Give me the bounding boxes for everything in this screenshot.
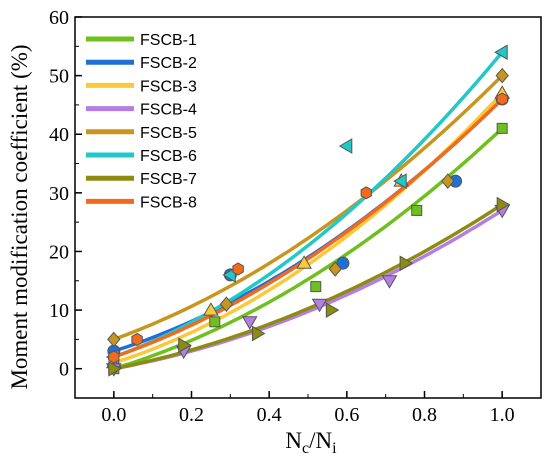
data-point-fscb-8 xyxy=(360,186,372,200)
fit-line-fscb-8 xyxy=(112,97,504,359)
legend-label-fscb-8: FSCB-8 xyxy=(140,194,197,211)
data-point-fscb-1 xyxy=(209,316,221,328)
y-tick-label: 10 xyxy=(49,300,69,322)
data-point-fscb-5 xyxy=(107,331,121,348)
data-point-fscb-6 xyxy=(393,173,407,189)
data-point-fscb-1 xyxy=(496,122,508,134)
x-axis-title-sub-i: i xyxy=(332,440,337,457)
y-tick-label: 50 xyxy=(49,66,69,88)
data-point-fscb-5 xyxy=(441,173,455,189)
legend: FSCB-1 FSCB-2 FSCB-3 FSCB-4 FSCB-5 FSCB-6 FSCB… xyxy=(86,32,197,211)
data-point-fscb-7 xyxy=(325,302,340,318)
x-axis-title-sub-c: c xyxy=(302,440,309,457)
data-point-fscb-8 xyxy=(496,92,508,106)
data-point-fscb-4 xyxy=(381,275,398,289)
data-point-fscb-7 xyxy=(252,325,266,342)
markers-layer xyxy=(105,44,511,377)
data-point-fscb-6 xyxy=(222,267,236,283)
data-point-fscb-7 xyxy=(178,337,192,354)
y-tick-label: 30 xyxy=(49,183,69,205)
data-point-fscb-7 xyxy=(108,360,122,377)
data-point-fscb-6 xyxy=(338,138,353,154)
legend-label-fscb-1: FSCB-1 xyxy=(140,32,197,49)
data-point-fscb-2 xyxy=(336,256,350,270)
data-point-fscb-5 xyxy=(328,261,342,277)
x-tick-label: 0.0 xyxy=(101,404,126,426)
legend-label-fscb-5: FSCB-5 xyxy=(140,125,197,142)
legend-label-fscb-2: FSCB-2 xyxy=(140,55,197,72)
x-tick-label: 0.4 xyxy=(257,404,282,426)
legend-label-fscb-4: FSCB-4 xyxy=(140,102,197,119)
legend-label-fscb-7: FSCB-7 xyxy=(140,171,197,188)
data-point-fscb-3 xyxy=(203,302,219,316)
y-axis-title: Moment modification coefficient (%) xyxy=(7,44,32,389)
fit-line-fscb-6 xyxy=(112,50,504,359)
y-tick-label: 20 xyxy=(49,241,69,263)
data-point-fscb-7 xyxy=(399,255,414,272)
x-tick-label: 1.0 xyxy=(490,404,515,426)
legend-label-fscb-3: FSCB-3 xyxy=(140,78,197,95)
x-axis-title-slash: /N xyxy=(309,428,332,453)
legend-label-fscb-6: FSCB-6 xyxy=(140,148,197,165)
ticks-layer: 0.0 0.2 0.4 0.6 0.8 1.0 0 10 20 30 40 50 60 xyxy=(49,7,542,426)
y-tick-label: 0 xyxy=(59,359,69,381)
y-tick-label: 60 xyxy=(49,7,69,29)
data-point-fscb-6 xyxy=(494,44,508,61)
x-tick-label: 0.6 xyxy=(334,404,359,426)
data-point-fscb-5 xyxy=(219,296,234,312)
x-tick-label: 0.2 xyxy=(179,404,204,426)
data-point-fscb-5 xyxy=(495,67,509,84)
data-point-fscb-1 xyxy=(411,204,423,216)
data-point-fscb-8 xyxy=(108,350,120,364)
data-point-fscb-8 xyxy=(131,332,143,346)
x-tick-label: 0.8 xyxy=(412,404,437,426)
data-point-fscb-4 xyxy=(311,298,328,313)
x-axis-title: Nc/Ni xyxy=(285,428,337,457)
data-point-fscb-1 xyxy=(310,281,322,293)
data-point-fscb-4 xyxy=(241,316,258,330)
x-axis-title-n: N xyxy=(285,428,302,453)
fit-line-fscb-7 xyxy=(112,202,504,371)
data-point-fscb-8 xyxy=(232,262,244,276)
fit-line-fscb-5 xyxy=(112,73,504,342)
data-point-fscb-7 xyxy=(496,196,511,213)
y-tick-label: 40 xyxy=(49,124,69,146)
data-point-fscb-3 xyxy=(296,255,312,269)
fit-line-fscb-4 xyxy=(112,208,504,371)
